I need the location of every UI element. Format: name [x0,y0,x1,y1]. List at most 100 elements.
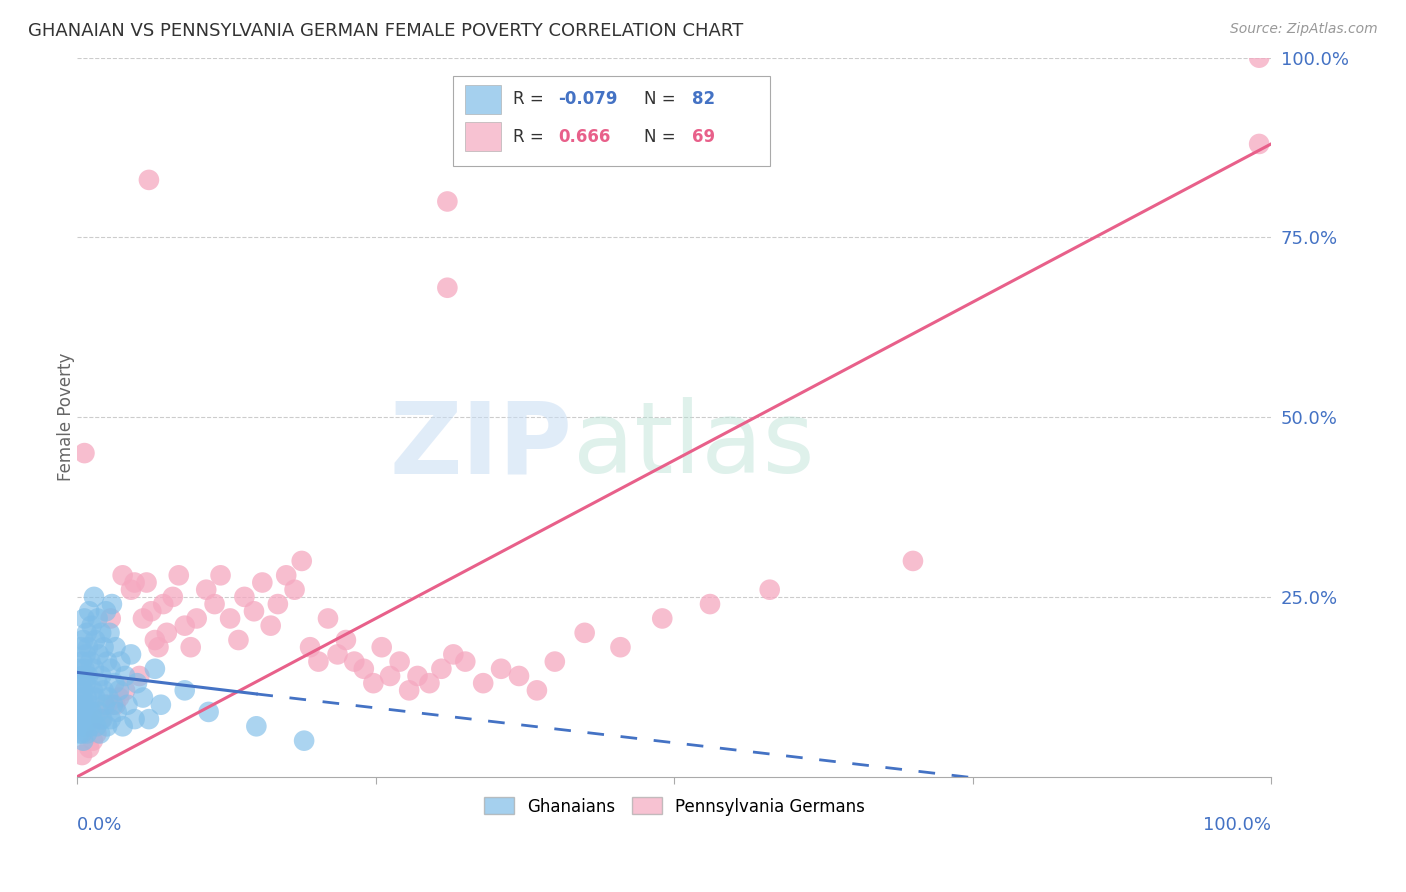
Point [93,640,115,655]
Point [441,648,464,662]
Point [128,669,150,683]
Point [77,640,100,655]
Point [699,597,721,611]
Point [77,698,100,712]
Point [70,676,93,690]
Text: Source: ZipAtlas.com: Source: ZipAtlas.com [1230,22,1378,37]
Point [233,590,256,604]
Point [96,698,118,712]
Point [609,640,631,655]
Point [67,712,90,726]
Point [152,597,174,611]
Point [430,662,453,676]
Point [100,662,122,676]
Point [343,655,366,669]
Point [291,554,314,568]
Point [276,568,298,582]
Text: 100.0%: 100.0% [1204,816,1271,834]
Point [98,625,121,640]
Point [110,655,132,669]
Text: -0.079: -0.079 [558,90,617,109]
Point [135,575,157,590]
Point [111,568,134,582]
Point [454,655,477,669]
Point [1249,136,1271,151]
Point [76,690,98,705]
Point [70,669,93,683]
Point [70,640,93,655]
Text: ZIP: ZIP [389,398,572,494]
Point [138,173,160,187]
Text: 69: 69 [692,128,716,145]
Point [574,625,596,640]
Text: GHANAIAN VS PENNSYLVANIA GERMAN FEMALE POVERTY CORRELATION CHART: GHANAIAN VS PENNSYLVANIA GERMAN FEMALE P… [28,22,744,40]
Point [114,669,136,683]
Text: atlas: atlas [572,398,814,494]
Point [84,633,107,648]
Point [388,655,411,669]
Point [93,683,115,698]
Point [90,669,112,683]
Point [67,698,90,712]
Point [80,618,103,632]
Point [70,719,93,733]
Point [91,712,114,726]
Point [83,662,105,676]
Point [1249,51,1271,65]
Point [508,669,530,683]
Point [94,604,117,618]
Text: N =: N = [644,90,682,109]
Point [436,281,458,295]
Point [125,676,148,690]
Point [104,640,127,655]
Point [472,87,495,101]
Point [544,655,567,669]
Point [72,633,94,648]
Point [245,719,267,733]
Point [316,611,339,625]
Text: N =: N = [644,128,682,145]
Point [108,683,131,698]
Point [186,611,208,625]
Point [148,640,170,655]
Point [87,648,110,662]
Point [363,676,385,690]
Point [70,690,93,705]
Point [76,726,98,740]
Bar [465,122,501,151]
Point [72,683,94,698]
Point [73,698,96,712]
Point [370,640,392,655]
Point [489,662,512,676]
Point [173,618,195,632]
Point [472,676,495,690]
Point [651,611,673,625]
Point [228,633,250,648]
Point [75,676,97,690]
Y-axis label: Female Poverty: Female Poverty [58,353,75,482]
Legend: Ghanaians, Pennsylvania Germans: Ghanaians, Pennsylvania Germans [477,790,872,822]
Point [292,733,315,747]
Point [83,590,105,604]
Point [143,662,166,676]
Point [77,669,100,683]
Point [73,662,96,676]
Point [100,712,122,726]
Point [73,719,96,733]
Point [307,655,329,669]
Point [117,698,139,712]
Point [219,611,242,625]
Point [72,733,94,747]
Point [70,726,93,740]
Point [243,604,266,618]
Point [149,698,172,712]
Point [84,690,107,705]
Point [406,669,429,683]
Point [70,655,93,669]
Point [90,625,112,640]
Point [335,633,357,648]
Point [167,568,190,582]
Point [73,446,96,460]
Point [526,683,548,698]
Point [209,568,232,582]
